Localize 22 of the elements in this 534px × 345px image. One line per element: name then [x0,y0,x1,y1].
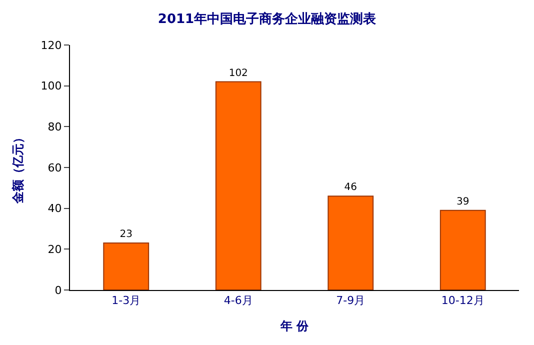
data-label: 102 [228,68,248,79]
data-label: 39 [456,196,470,208]
y-tick-label: 60 [48,161,62,174]
x-tick-label: 10-12月 [441,294,484,308]
y-tick-label: 0 [54,284,62,297]
y-tick-label: 20 [48,243,62,256]
y-tick-label: 100 [40,80,62,93]
bar [103,242,150,290]
bar [328,196,374,290]
chart-title: 2011年中国电子商务企业融资监测表 [158,10,378,27]
y-tick-label: 40 [48,202,62,216]
data-label: 23 [120,229,132,240]
x-tick-label: 4-6月 [224,294,253,308]
bar [215,81,262,290]
x-tick-label: 1-3月 [112,294,141,308]
y-axis-title: 金额（亿元） [11,132,26,204]
data-label: 46 [344,182,357,194]
y-tick-label: 80 [48,120,62,134]
x-axis-title: 年 份 [279,319,310,334]
y-tick-label: 120 [40,38,62,52]
x-tick-label: 7-9月 [336,294,366,308]
bar [440,210,486,290]
